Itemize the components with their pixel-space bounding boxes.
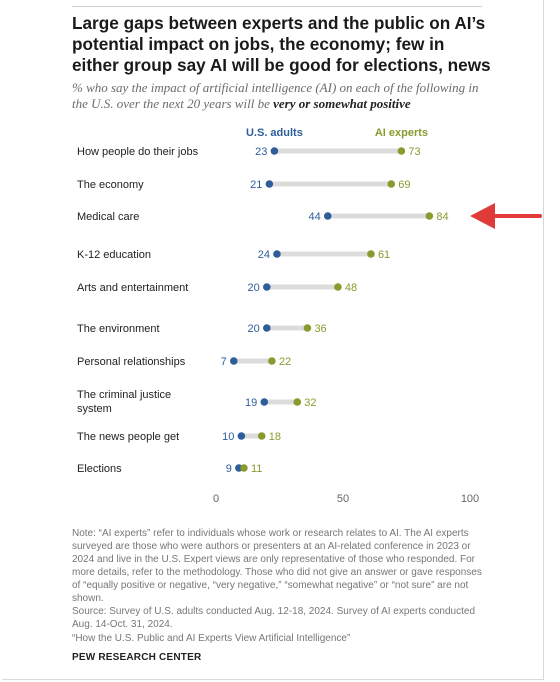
chart-title: Large gaps between experts and the publi…: [72, 13, 491, 75]
x-tick-label: 100: [461, 493, 479, 505]
dot-us-adults: [273, 250, 281, 258]
dot-ai-experts: [387, 180, 396, 188]
category-label: The environment: [77, 323, 160, 335]
dot-us-adults: [237, 432, 246, 440]
value-ai-experts: 32: [304, 397, 316, 409]
value-us-adults: 19: [245, 397, 257, 409]
x-tick-label: 50: [337, 493, 349, 505]
value-ai-experts: 69: [398, 179, 410, 191]
chart-subtitle: % who say the impact of artificial intel…: [72, 80, 492, 112]
dot-us-adults: [265, 180, 274, 188]
brand-logo-text: PEW RESEARCH CENTER: [72, 652, 202, 663]
dot-ai-experts: [367, 250, 375, 258]
dot-ai-experts: [268, 357, 276, 365]
dot-ai-experts: [303, 324, 312, 332]
category-label: Personal relationships: [77, 356, 186, 368]
dot-ai-experts: [293, 398, 302, 406]
value-us-adults: 20: [248, 282, 260, 294]
x-tick-label: 0: [213, 493, 219, 505]
dot-ai-experts: [334, 283, 342, 291]
subtitle-text: % who say the impact of artificial intel…: [72, 80, 479, 111]
value-ai-experts: 48: [345, 282, 357, 294]
value-ai-experts: 61: [378, 249, 390, 261]
legend-ai-experts: AI experts: [375, 127, 428, 139]
dot-plot: U.S. adults AI experts How people do their…: [77, 127, 542, 505]
category-label: Elections: [77, 463, 122, 475]
value-us-adults: 44: [309, 211, 321, 223]
dot-ai-experts: [240, 464, 248, 472]
category-label: Medical care: [77, 211, 139, 223]
chart-source: Source: Survey of U.S. adults conducted …: [72, 606, 476, 630]
legend-us-adults: U.S. adults: [246, 127, 303, 139]
value-us-adults: 24: [258, 249, 270, 261]
value-us-adults: 23: [255, 146, 267, 158]
report-title: “How the U.S. Public and AI Experts View…: [72, 633, 351, 644]
category-label: The criminal justice system: [77, 389, 171, 415]
dot-ai-experts: [257, 432, 266, 440]
top-rule: [72, 6, 482, 7]
dot-ai-experts: [397, 147, 406, 155]
dot-us-adults: [270, 147, 279, 155]
value-us-adults: 10: [222, 431, 234, 443]
value-ai-experts: 73: [408, 146, 420, 158]
category-label: The economy: [77, 179, 144, 191]
value-us-adults: 20: [248, 323, 260, 335]
value-us-adults: 9: [226, 463, 232, 475]
value-us-adults: 7: [221, 356, 227, 368]
dot-us-adults: [229, 357, 238, 365]
category-label: The news people get: [77, 431, 179, 443]
category-label: Arts and entertainment: [77, 282, 188, 294]
value-ai-experts: 11: [251, 463, 262, 475]
value-ai-experts: 36: [314, 323, 326, 335]
dot-us-adults: [263, 324, 271, 332]
category-label: K-12 education: [77, 249, 151, 261]
dot-us-adults: [260, 398, 269, 406]
value-ai-experts: 18: [269, 431, 281, 443]
subtitle-emphasis: very or somewhat positive: [273, 96, 411, 111]
highlight-arrow-head: [470, 203, 495, 229]
value-us-adults: 21: [250, 179, 262, 191]
value-ai-experts: 22: [279, 356, 291, 368]
figure-frame: [2, 0, 544, 680]
value-ai-experts: 84: [436, 211, 448, 223]
dot-us-adults: [263, 283, 271, 291]
dot-ai-experts: [425, 212, 434, 220]
category-label: How people do their jobs: [77, 146, 199, 158]
chart-note: Note: “AI experts” refer to individuals …: [72, 528, 482, 604]
dot-us-adults: [323, 212, 332, 220]
